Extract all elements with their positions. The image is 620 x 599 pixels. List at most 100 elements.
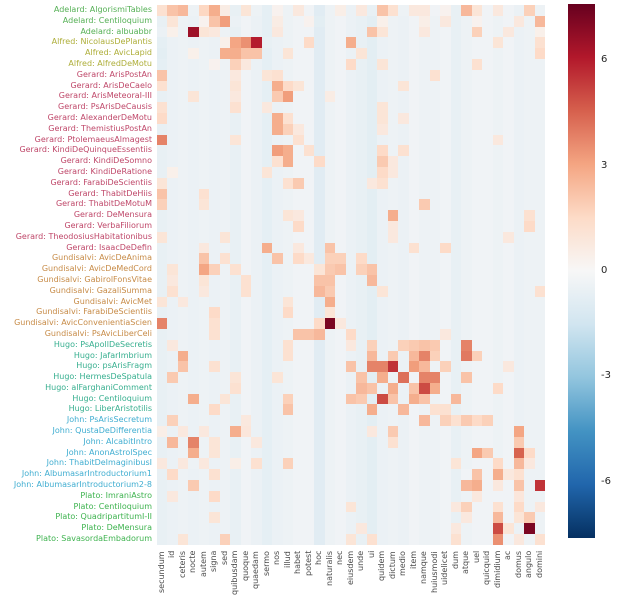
heatmap-cell (188, 274, 199, 286)
heatmap-cell (198, 296, 210, 308)
heatmap-cell (408, 145, 420, 157)
heatmap-cell (513, 134, 525, 146)
heatmap-cell (198, 328, 210, 340)
heatmap-cell (450, 274, 462, 286)
heatmap-cell (482, 350, 493, 362)
heatmap-cell (188, 458, 199, 470)
heatmap-cell (177, 177, 189, 189)
heatmap-cell (356, 328, 367, 340)
column-label: dictum (387, 551, 397, 579)
heatmap-cell (356, 112, 367, 124)
heatmap-cell (230, 404, 241, 416)
heatmap-cell (157, 177, 168, 189)
row-label: Plato: SavasordaEmbadorum (36, 534, 152, 544)
heatmap-cell (314, 69, 325, 81)
heatmap-cell (377, 145, 388, 157)
heatmap-cell (492, 264, 504, 275)
heatmap-cell (440, 264, 451, 275)
heatmap-cell (398, 393, 409, 405)
heatmap-cell (387, 534, 399, 545)
heatmap-cell (209, 534, 220, 545)
heatmap-cell (513, 501, 525, 513)
heatmap-cell (219, 490, 231, 502)
heatmap-cell (188, 112, 199, 124)
heatmap-cell (450, 37, 462, 49)
heatmap-cell (377, 490, 388, 502)
heatmap-cell (345, 469, 357, 481)
heatmap-cell (440, 372, 451, 383)
heatmap-cell (377, 91, 388, 103)
heatmap-cell (377, 102, 388, 113)
heatmap-cell (513, 156, 525, 167)
heatmap-cell (408, 426, 420, 437)
column-label: naturalis (324, 551, 334, 586)
heatmap-cell (429, 123, 441, 135)
heatmap-cell (366, 501, 378, 513)
heatmap-cell (398, 469, 409, 481)
heatmap-cell (377, 415, 388, 427)
heatmap-cell (303, 361, 315, 373)
heatmap-cell (408, 112, 420, 124)
heatmap-cell (356, 26, 367, 38)
heatmap-cell (324, 102, 336, 113)
heatmap-cell (387, 361, 399, 373)
heatmap-cell (335, 123, 346, 135)
heatmap-cell (157, 264, 168, 275)
heatmap-cell (387, 5, 399, 16)
column-label: dum (450, 551, 460, 569)
heatmap-cell (272, 69, 283, 81)
heatmap-cell (377, 58, 388, 70)
heatmap-cell (377, 123, 388, 135)
heatmap-cell (177, 69, 189, 81)
heatmap-cell (324, 361, 336, 373)
heatmap-cell (209, 112, 220, 124)
heatmap-cell (272, 415, 283, 427)
heatmap-cell (177, 350, 189, 362)
heatmap-cell (157, 123, 168, 135)
heatmap-cell (324, 469, 336, 481)
heatmap-cell (419, 480, 430, 491)
heatmap-cell (471, 145, 483, 157)
heatmap-cell (303, 242, 315, 254)
heatmap-cell (377, 350, 388, 362)
heatmap-cell (524, 199, 535, 211)
heatmap-cell (157, 91, 168, 103)
heatmap-cell (324, 134, 336, 146)
heatmap-cell (513, 307, 525, 319)
heatmap-cell (366, 393, 378, 405)
heatmap-cell (503, 339, 514, 351)
heatmap-cell (534, 80, 545, 92)
heatmap-cell (324, 156, 336, 167)
heatmap-cell (461, 512, 472, 524)
heatmap-cell (503, 469, 514, 481)
heatmap-cell (251, 37, 262, 49)
heatmap-cell (293, 361, 304, 373)
heatmap-cell (167, 156, 178, 167)
heatmap-cell (198, 382, 210, 394)
heatmap-cell (251, 469, 262, 481)
heatmap-cell (398, 253, 409, 265)
heatmap-cell (219, 123, 231, 135)
heatmap-cell (209, 15, 220, 27)
heatmap-cell (219, 469, 231, 481)
heatmap-cell (461, 490, 472, 502)
heatmap-cell (482, 102, 493, 113)
heatmap-cell (303, 264, 315, 275)
heatmap-cell (335, 145, 346, 157)
heatmap-cell (219, 480, 231, 491)
heatmap-cell (314, 166, 325, 178)
heatmap-cell (366, 436, 378, 448)
heatmap-cell (534, 274, 545, 286)
heatmap-cell (440, 123, 451, 135)
heatmap-cell (230, 231, 241, 243)
heatmap-cell (419, 274, 430, 286)
heatmap-cell (282, 5, 294, 16)
heatmap-cell (366, 307, 378, 319)
heatmap-cell (366, 490, 378, 502)
heatmap-cell (366, 220, 378, 232)
heatmap-cell (513, 480, 525, 491)
heatmap-cell (324, 339, 336, 351)
heatmap-cell (503, 231, 514, 243)
heatmap-cell (492, 242, 504, 254)
heatmap-cell (324, 69, 336, 81)
